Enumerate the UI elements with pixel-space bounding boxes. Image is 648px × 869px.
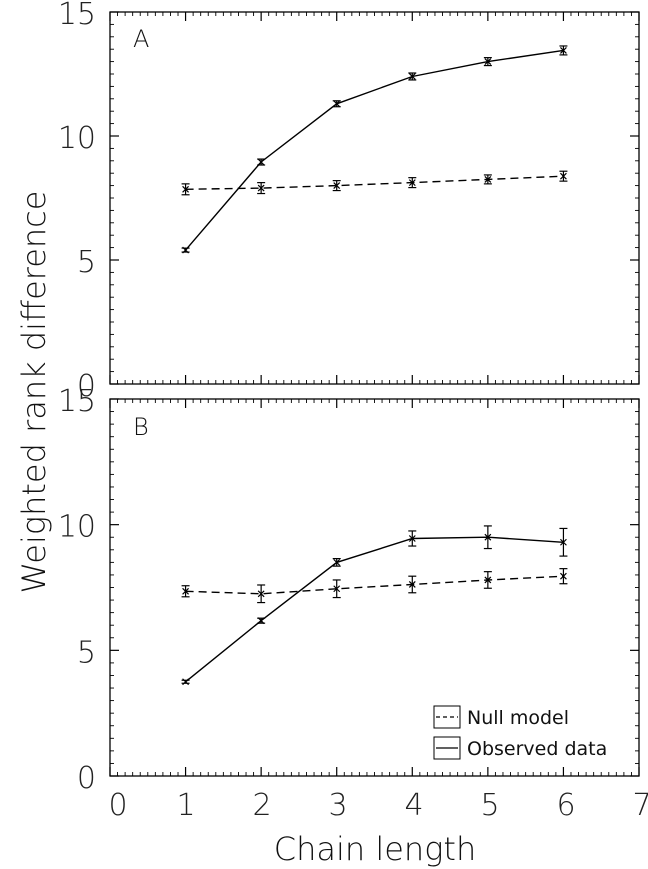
null-model-marker-stroke (182, 587, 189, 595)
null-model-marker-stroke (182, 185, 189, 193)
null-model-point (257, 590, 265, 598)
null-model-point (560, 572, 567, 580)
panel-b-label: B (133, 413, 149, 441)
null-model-point (408, 179, 416, 187)
observed-data-marker-stroke (560, 538, 567, 546)
null-model-point (182, 185, 189, 193)
observed-data-line (185, 536, 564, 683)
observed-data-marker-stroke (408, 73, 416, 80)
panel-a-label: A (133, 25, 149, 53)
null-model-marker-stroke (333, 585, 341, 593)
legend-item-null-model: Null model (433, 705, 569, 729)
observed-data-point (182, 246, 189, 254)
x-tick-label: 4 (404, 788, 423, 823)
null-model-marker-stroke (484, 175, 492, 183)
legend-label-null-model: Null model (467, 707, 569, 729)
observed-data-point (333, 558, 341, 566)
x-tick-label: 1 (176, 788, 195, 823)
observed-data-marker-stroke (560, 47, 567, 54)
legend-item-observed-data: Observed data (433, 736, 607, 760)
observed-data-marker-stroke (182, 246, 189, 254)
null-model-line (185, 175, 564, 190)
y-tick-label: 10 (58, 510, 96, 545)
observed-data-marker-stroke (408, 535, 416, 542)
observed-data-point (484, 58, 492, 66)
panel-a-ticks: 0 5 10 15 (58, 0, 640, 404)
x-tick-label: 5 (480, 788, 499, 823)
y-tick-label: 5 (77, 635, 96, 670)
panel-a-series (181, 45, 568, 254)
observed-data-point (182, 678, 189, 686)
x-axis-title: Chain length (274, 830, 476, 868)
observed-data-point (257, 158, 265, 166)
legend-swatch-box (433, 736, 461, 760)
observed-data-marker-stroke (257, 158, 265, 166)
null-model-marker-stroke (560, 572, 567, 580)
observed-data-point (408, 73, 416, 80)
observed-data-marker-stroke (333, 558, 341, 566)
null-model-point (484, 175, 492, 183)
y-tick-label: 0 (77, 761, 96, 796)
null-model-marker-stroke (560, 172, 567, 180)
panel-a: A 0 5 10 15 (58, 0, 640, 404)
panel-b-series (181, 525, 568, 686)
observed-data-marker-stroke (484, 58, 492, 66)
null-model-line (185, 575, 564, 595)
observed-data-marker-stroke (182, 678, 189, 686)
y-tick-label: 5 (77, 245, 96, 280)
observed-data-marker-stroke (333, 100, 341, 108)
y-tick-label: 10 (58, 121, 96, 156)
null-model-point (257, 184, 265, 192)
observed-data-marker-stroke (257, 617, 265, 625)
observed-data-point (484, 533, 492, 541)
null-model-point (333, 585, 341, 593)
legend: Null model Observed data (433, 705, 607, 760)
legend-swatch-box (433, 705, 461, 729)
y-tick-label: 15 (58, 0, 96, 32)
y-axis-title: Weighted rank difference (15, 191, 53, 594)
null-model-marker-stroke (484, 576, 492, 584)
null-model-point (560, 172, 567, 180)
panel-b: B 0 5 10 15 0 1 2 3 4 5 6 7 Null model Observed dat… (58, 384, 648, 823)
observed-data-point (257, 617, 265, 625)
observed-data-line (185, 49, 564, 251)
observed-data-marker-stroke (484, 533, 492, 541)
x-tick-label: 7 (632, 788, 648, 823)
x-tick-label: 0 (108, 788, 127, 823)
null-model-marker-stroke (408, 581, 416, 588)
null-model-marker-stroke (408, 179, 416, 187)
panel-b-ticks: 0 5 10 15 0 1 2 3 4 5 6 7 (58, 384, 648, 823)
observed-data-point (333, 100, 341, 108)
null-model-point (484, 576, 492, 584)
observed-data-point (560, 538, 567, 546)
null-model-point (408, 581, 416, 588)
null-model-marker-stroke (257, 184, 265, 192)
null-model-point (333, 182, 341, 190)
null-model-point (182, 587, 189, 595)
y-tick-label: 0 (77, 369, 96, 404)
legend-label-observed-data: Observed data (467, 738, 607, 760)
x-tick-label: 3 (328, 788, 347, 823)
observed-data-point (560, 47, 567, 54)
null-model-marker-stroke (257, 590, 265, 598)
panel-a-frame (109, 11, 640, 385)
x-tick-label: 6 (556, 788, 575, 823)
observed-data-point (408, 535, 416, 542)
null-model-marker-stroke (333, 182, 341, 190)
x-tick-label: 2 (252, 788, 271, 823)
y-tick-label: 15 (58, 384, 96, 419)
